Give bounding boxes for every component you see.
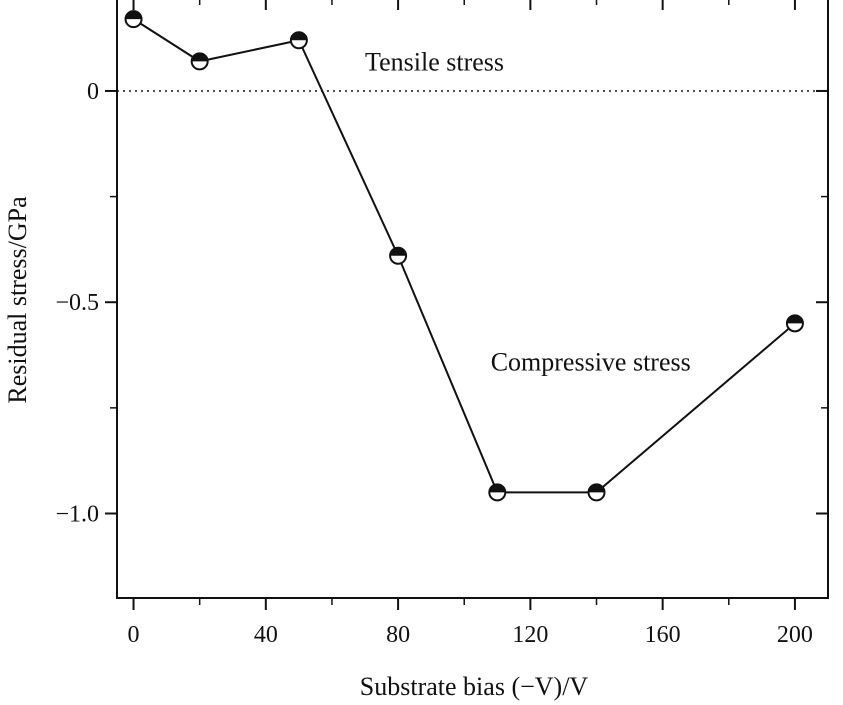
plot-frame [116, 0, 829, 599]
data-point-fill [489, 484, 506, 493]
data-point-fill [191, 53, 208, 62]
x-tick-label: 0 [128, 622, 140, 648]
data-point [124, 10, 143, 29]
data-point-fill [290, 32, 307, 41]
series-line [132, 18, 796, 494]
data-point [190, 52, 209, 71]
data-point [289, 31, 308, 50]
data-point-fill [125, 11, 142, 20]
series-layer [124, 10, 804, 502]
data-point-fill [588, 484, 605, 493]
x-tick-label: 120 [512, 622, 548, 648]
annotation-text: Compressive stress [491, 347, 691, 376]
y-tick-label: −1.0 [55, 501, 99, 527]
data-point [488, 483, 507, 502]
annotation-text: Tensile stress [365, 47, 504, 76]
x-tick-label: 200 [777, 622, 813, 648]
y-axis-label: Residual stress/GPa [3, 196, 32, 404]
y-tick-label: −0.5 [55, 290, 99, 316]
ticks-layer: 0 40 80 120 160 200 0 −0.5 −1.0 [55, 0, 828, 648]
x-tick-label: 40 [254, 622, 278, 648]
data-point-fill [786, 315, 803, 324]
data-point [587, 483, 606, 502]
data-point [389, 246, 408, 265]
data-point-fill [390, 247, 407, 256]
x-tick-label: 160 [645, 622, 681, 648]
x-axis-label: Substrate bias (−V)/V [360, 672, 589, 701]
data-point [785, 314, 804, 333]
x-tick-label: 80 [386, 622, 410, 648]
annotation-layer: Tensile stress Compressive stress [365, 47, 691, 376]
y-tick-label: 0 [87, 79, 99, 105]
